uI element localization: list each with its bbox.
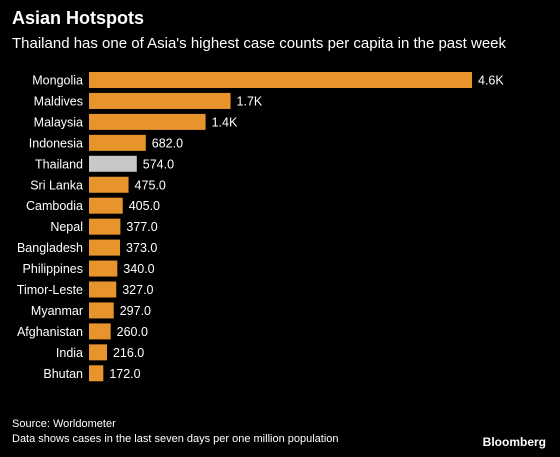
bar-indonesia: [89, 134, 146, 151]
category-label: Cambodia: [26, 199, 83, 213]
category-label: India: [56, 346, 83, 360]
category-label: Sri Lanka: [30, 178, 83, 192]
category-label: Indonesia: [29, 136, 83, 150]
chart-subtitle: Thailand has one of Asia's highest case …: [12, 35, 507, 52]
value-label: 216.0: [113, 346, 144, 360]
category-label: Timor-Leste: [17, 283, 83, 297]
value-label: 260.0: [117, 325, 148, 339]
category-label: Myanmar: [31, 304, 83, 318]
category-label: Bangladesh: [17, 241, 83, 255]
value-label: 4.6K: [478, 74, 504, 88]
value-label: 1.7K: [237, 94, 263, 108]
value-label: 682.0: [152, 136, 183, 150]
bar-nepal: [89, 218, 121, 235]
category-label: Mongolia: [32, 74, 83, 88]
bar-maldives: [89, 92, 231, 109]
value-label: 340.0: [123, 262, 154, 276]
bloomberg-logo: Bloomberg: [482, 435, 546, 449]
value-label: 297.0: [120, 304, 151, 318]
value-label: 377.0: [126, 220, 157, 234]
value-label: 574.0: [143, 157, 174, 171]
bar-india: [89, 344, 107, 361]
value-label: 327.0: [122, 283, 153, 297]
bar-cambodia: [89, 197, 123, 214]
chart-title: Asian Hotspots: [12, 8, 145, 28]
category-label: Nepal: [50, 220, 83, 234]
category-label: Maldives: [34, 94, 83, 108]
bar-malaysia: [89, 113, 206, 130]
bar-bangladesh: [89, 239, 121, 256]
value-label: 405.0: [129, 199, 160, 213]
value-label: 373.0: [126, 241, 157, 255]
category-label: Philippines: [23, 262, 83, 276]
category-label: Bhutan: [43, 367, 83, 381]
bar-sri-lanka: [89, 176, 129, 193]
bar-mongolia: [89, 72, 472, 88]
category-label: Thailand: [35, 157, 83, 171]
category-label: Malaysia: [34, 115, 83, 129]
bar-bhutan: [89, 365, 104, 382]
bar-timor-leste: [89, 281, 117, 298]
bar-philippines: [89, 260, 118, 277]
data-note: Data shows cases in the last seven days …: [12, 433, 339, 445]
value-label: 172.0: [109, 367, 140, 381]
source-note: Source: Worldometer: [12, 418, 116, 430]
bar-thailand: [89, 155, 137, 172]
value-label: 1.4K: [212, 115, 238, 129]
bar-afghanistan: [89, 323, 111, 340]
value-label: 475.0: [135, 178, 166, 192]
category-label: Afghanistan: [17, 325, 83, 339]
bar-myanmar: [89, 302, 114, 319]
